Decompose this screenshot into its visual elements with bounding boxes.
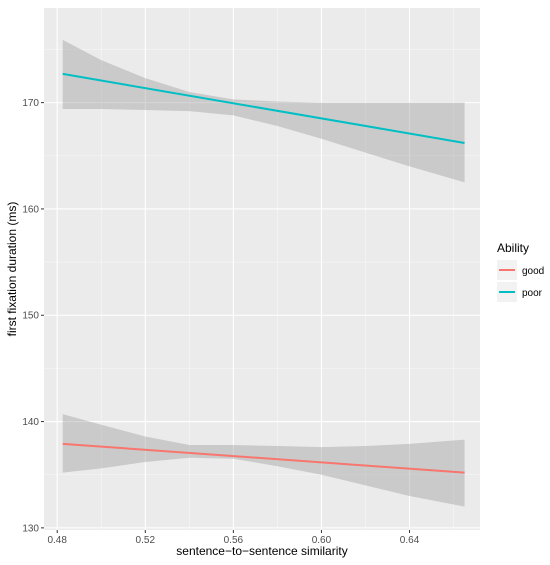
x-tick-label: 0.64: [400, 535, 420, 546]
y-axis-title: first fixation duration (ms): [5, 202, 19, 337]
legend-label-poor: poor: [522, 288, 543, 299]
minor-gridlines: [44, 8, 480, 530]
ribbon-poor: [62, 39, 465, 183]
y-axis: 130 140 150 160 170: [22, 98, 44, 534]
y-tick-label: 150: [22, 311, 39, 322]
x-tick-label: 0.52: [136, 535, 156, 546]
legend-label-good: good: [522, 266, 544, 277]
x-tick-label: 0.56: [224, 535, 244, 546]
series-lines: [62, 72, 465, 474]
x-tick-label: 0.60: [312, 535, 332, 546]
x-axis: 0.48 0.52 0.56 0.60 0.64: [47, 530, 420, 546]
y-tick-label: 160: [22, 204, 39, 215]
legend: Ability good poor: [497, 241, 544, 302]
confidence-ribbons: [62, 39, 465, 507]
ribbon-good: [62, 414, 465, 507]
panel-background: [44, 8, 480, 530]
y-tick-label: 170: [22, 98, 39, 109]
y-tick-label: 140: [22, 417, 39, 428]
line-poor: [62, 72, 465, 145]
y-tick-label: 130: [22, 523, 39, 534]
legend-title: Ability: [497, 241, 529, 255]
major-gridlines: [44, 8, 480, 530]
x-tick-label: 0.48: [47, 535, 67, 546]
x-axis-title: sentence−to−sentence similarity: [176, 544, 347, 558]
line-good: [62, 442, 465, 474]
legend-items: good poor: [497, 260, 544, 302]
